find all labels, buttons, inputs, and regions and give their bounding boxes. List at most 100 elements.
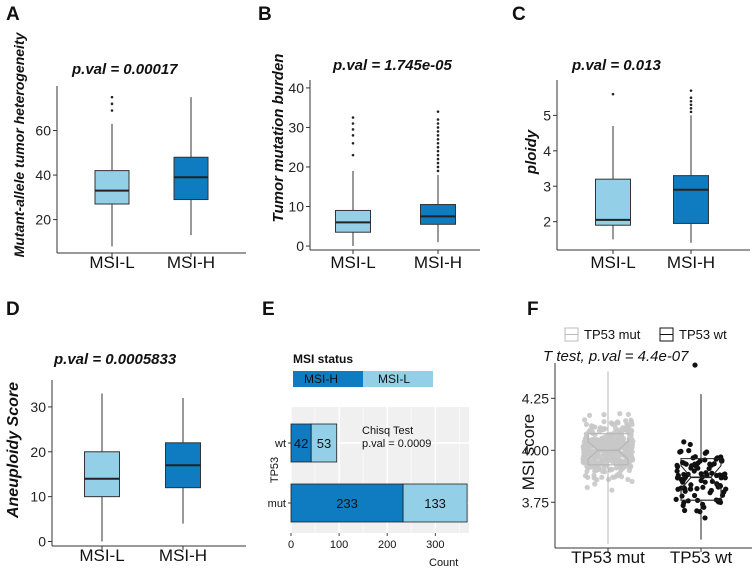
panel-c-outlier-msi-h-3 — [689, 99, 693, 103]
panel-d-y-tick-label-3: 30 — [30, 399, 46, 415]
panel-d-category-1: MSI-L — [79, 546, 124, 565]
panel-f-point-wt-24 — [687, 441, 693, 448]
panel-f-legend-label-wt: TP53 wt — [679, 327, 727, 342]
panel-b-outlier-msi-h-14 — [436, 110, 440, 113]
panel-f-point-mut-175 — [609, 487, 615, 493]
panel-b-ylabel: Tumor mutation burden — [270, 54, 287, 223]
panel-f-point-mut-219 — [625, 476, 631, 483]
panel-f-point-wt-39 — [678, 448, 684, 454]
panel-f-point-wt-46 — [707, 490, 713, 496]
panel-f-point-mut-307 — [628, 431, 634, 438]
panel-b-outlier-msi-l-5 — [351, 116, 355, 119]
panel-c-outlier-msi-h-0 — [689, 110, 693, 114]
panel-d-y-tick-label-2: 20 — [30, 444, 46, 460]
panel-f-category-1: TP53 mut — [571, 548, 645, 567]
panel-e-legend-swatch-msi-l — [363, 371, 433, 387]
panel-f-point-mut-337 — [584, 444, 590, 451]
panel-c-pval: p.val = 0.013 — [571, 57, 661, 74]
panel-e-legend-label-msi-h: MSI-H — [304, 372, 338, 386]
panel-b-y-tick-label-4: 40 — [288, 80, 304, 96]
panel-f-point-mut-342 — [582, 417, 588, 423]
panel-f-point-wt-29 — [682, 507, 688, 514]
panel-f-point-wt-92 — [692, 461, 698, 467]
panel-e-bar-label-wt-msi-l: 53 — [317, 436, 331, 451]
panel-f-point-wt-76 — [690, 455, 696, 461]
panel-b-outlier-msi-l-1 — [351, 141, 355, 145]
panel-c-y-tick-label-2: 4 — [543, 143, 551, 159]
panel-f-point-wt-60 — [675, 486, 681, 492]
panel-e-legend-title: MSI status — [293, 352, 353, 366]
panel-letter-c: C — [512, 4, 526, 25]
panel-f-point-mut-359 — [628, 440, 634, 446]
panel-b-outlier-msi-h-13 — [436, 118, 440, 121]
panel-f-point-mut-191 — [582, 473, 589, 479]
panel-f-point-mut-314 — [611, 459, 618, 465]
panel-b-outlier-msi-h-5 — [436, 149, 440, 153]
panel-b-outlier-msi-h-9 — [436, 134, 440, 137]
panel-f-point-mut-301 — [593, 456, 599, 462]
panel-e-x-tick-label-3: 300 — [426, 539, 444, 551]
panel-f-point-wt-42 — [701, 504, 707, 510]
panel-f-point-wt-67 — [673, 496, 679, 502]
panel-b-outlier-msi-h-1 — [436, 165, 440, 169]
panel-e-bar-label-mut-msi-l: 133 — [424, 496, 446, 511]
panel-b-outlier-msi-h-11 — [436, 126, 440, 129]
panel-c-y-tick-label-1: 3 — [543, 178, 551, 194]
panel-f-point-wt-57 — [681, 439, 687, 445]
panel-b-outlier-msi-h-2 — [436, 161, 440, 165]
panel-a: A p.val = 0.00017 Mutant-allele tumor he… — [6, 4, 246, 272]
panel-e-annotation-test: Chisq Test — [362, 425, 413, 437]
panel-f-point-wt-6 — [702, 479, 708, 485]
panel-b-y-tick-label-1: 10 — [288, 199, 304, 215]
panel-c-category-1: MSI-L — [590, 253, 635, 272]
panel-e-bar-mut-msi-h — [290, 483, 404, 523]
panel-f-point-mut-276 — [629, 478, 635, 485]
panel-f-point-wt-30 — [681, 500, 687, 506]
panel-f-point-mut-360 — [604, 458, 610, 464]
panel-a-y-tick-label-1: 40 — [35, 167, 51, 183]
panel-f-point-mut-355 — [597, 438, 603, 444]
panel-e-bar-label-mut-msi-h: 233 — [336, 496, 358, 511]
panel-f-point-mut-236 — [601, 419, 607, 425]
panel-f-point-wt-50 — [702, 450, 708, 456]
panel-f-point-mut-362 — [592, 465, 598, 471]
panel-f-point-mut-347 — [587, 441, 593, 447]
panel-f-point-mut-309 — [611, 430, 617, 436]
panel-a-category-1: MSI-L — [89, 253, 134, 272]
panel-f-point-wt-51 — [707, 461, 713, 467]
panel-e-plot: 0 100 200 300 wt 42 53 mut 233 133 — [268, 407, 469, 551]
panel-a-category-2: MSI-H — [167, 253, 215, 272]
panel-f-point-mut-343 — [624, 459, 630, 465]
panel-f-point-mut-122 — [629, 421, 635, 428]
panel-f-point-mut-286 — [610, 474, 616, 480]
panel-f-box-wt — [680, 458, 722, 501]
panel-b-category-2: MSI-H — [414, 253, 462, 272]
panel-f-box-mut — [587, 433, 629, 466]
panel-f-point-wt-93 — [682, 475, 688, 481]
panel-a-box-msi-h — [173, 156, 209, 201]
panel-f-point-mut-278 — [629, 453, 635, 460]
panel-e-legend-swatch-msi-h — [293, 371, 363, 387]
panel-b-outlier-msi-h-10 — [436, 130, 440, 133]
panel-c-y-tick-label-3: 5 — [543, 107, 551, 123]
panel-b-outlier-msi-h-0 — [436, 169, 440, 173]
panel-c-plot: 2 3 4 5 — [543, 80, 750, 254]
panel-f-point-wt-53 — [686, 448, 692, 454]
panel-c-outlier-msi-h-5 — [689, 89, 693, 92]
panel-e-x-tick-label-0: 0 — [288, 539, 294, 551]
panel-d-y-tick-label-0: 0 — [38, 534, 46, 550]
panel-f-point-wt-41 — [694, 508, 700, 514]
panel-b-outlier-msi-h-4 — [436, 153, 440, 157]
panel-d-pval: p.val = 0.0005833 — [53, 351, 177, 368]
panel-f-point-wt-94 — [706, 465, 712, 472]
panel-b-category-1: MSI-L — [330, 253, 375, 272]
panel-c-category-2: MSI-H — [667, 253, 715, 272]
panel-f-point-wt-81 — [700, 484, 706, 490]
panel-e: E MSI status MSI-H MSI-L TP53 0 100 200 300… — [262, 299, 469, 569]
panel-f-point-mut-177 — [617, 411, 623, 417]
panel-c-y-tick-label-0: 2 — [543, 214, 551, 230]
panel-d-y-tick-label-1: 10 — [30, 489, 46, 505]
panel-f-y-tick-label-1: 4.00 — [522, 442, 549, 458]
panel-f-point-wt-79 — [723, 486, 729, 492]
panel-f-point-mut-333 — [586, 412, 593, 418]
